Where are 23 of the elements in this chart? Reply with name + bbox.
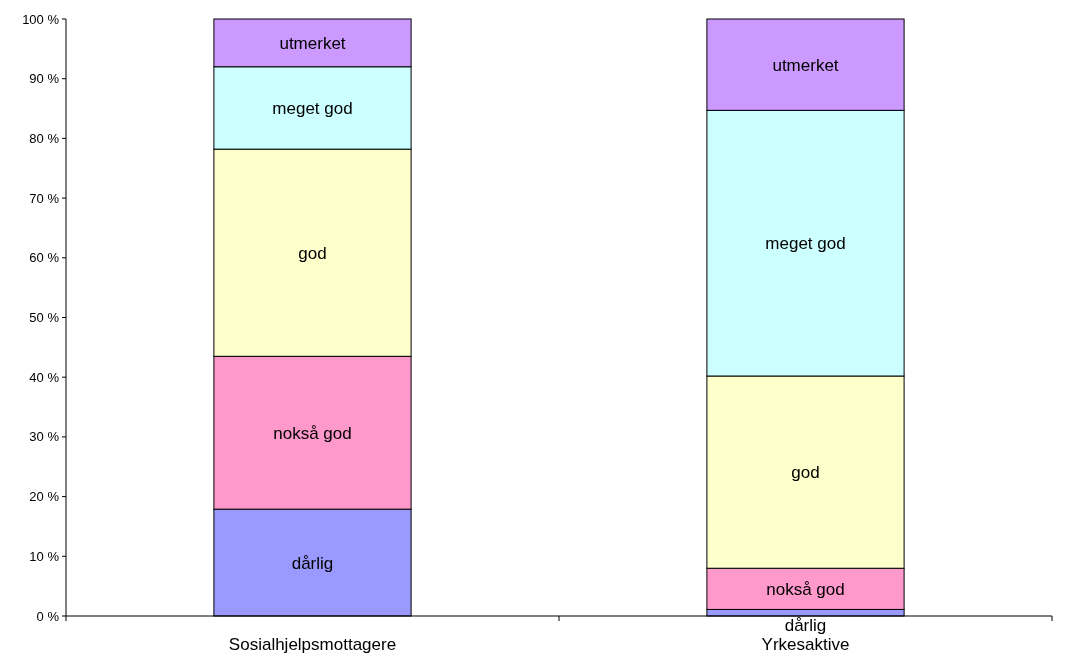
series-label: utmerket xyxy=(279,33,346,53)
y-tick-label: 80 % xyxy=(29,130,60,146)
series-label: god xyxy=(791,463,820,483)
text: nokså god xyxy=(273,423,352,443)
series-label: nokså god xyxy=(766,579,845,599)
y-tick-label: 20 % xyxy=(29,489,60,505)
y-tick-label: 10 % xyxy=(29,548,60,564)
y-tick-label: 60 % xyxy=(29,250,60,266)
x-tick-label: Sosialhjelpsmottagere xyxy=(228,635,397,654)
y-tick-label: 90 % xyxy=(29,71,60,87)
text: god xyxy=(298,243,327,263)
y-tick-label: 40 % xyxy=(29,369,60,385)
series-label: dårlig xyxy=(784,616,827,635)
y-tick-label: 70 % xyxy=(29,190,60,206)
text: meget god xyxy=(765,234,846,254)
y-tick-label: 0 % xyxy=(36,608,60,624)
y-tick-label: 50 % xyxy=(29,310,60,326)
text: dårlig xyxy=(291,553,334,573)
series-label: meget god xyxy=(272,98,353,118)
text: utmerket xyxy=(772,55,839,75)
x-tick-label: Yrkesaktive xyxy=(761,635,850,654)
y-tick-label: 100 % xyxy=(22,11,60,27)
y-tick-label: 30 % xyxy=(29,429,60,445)
